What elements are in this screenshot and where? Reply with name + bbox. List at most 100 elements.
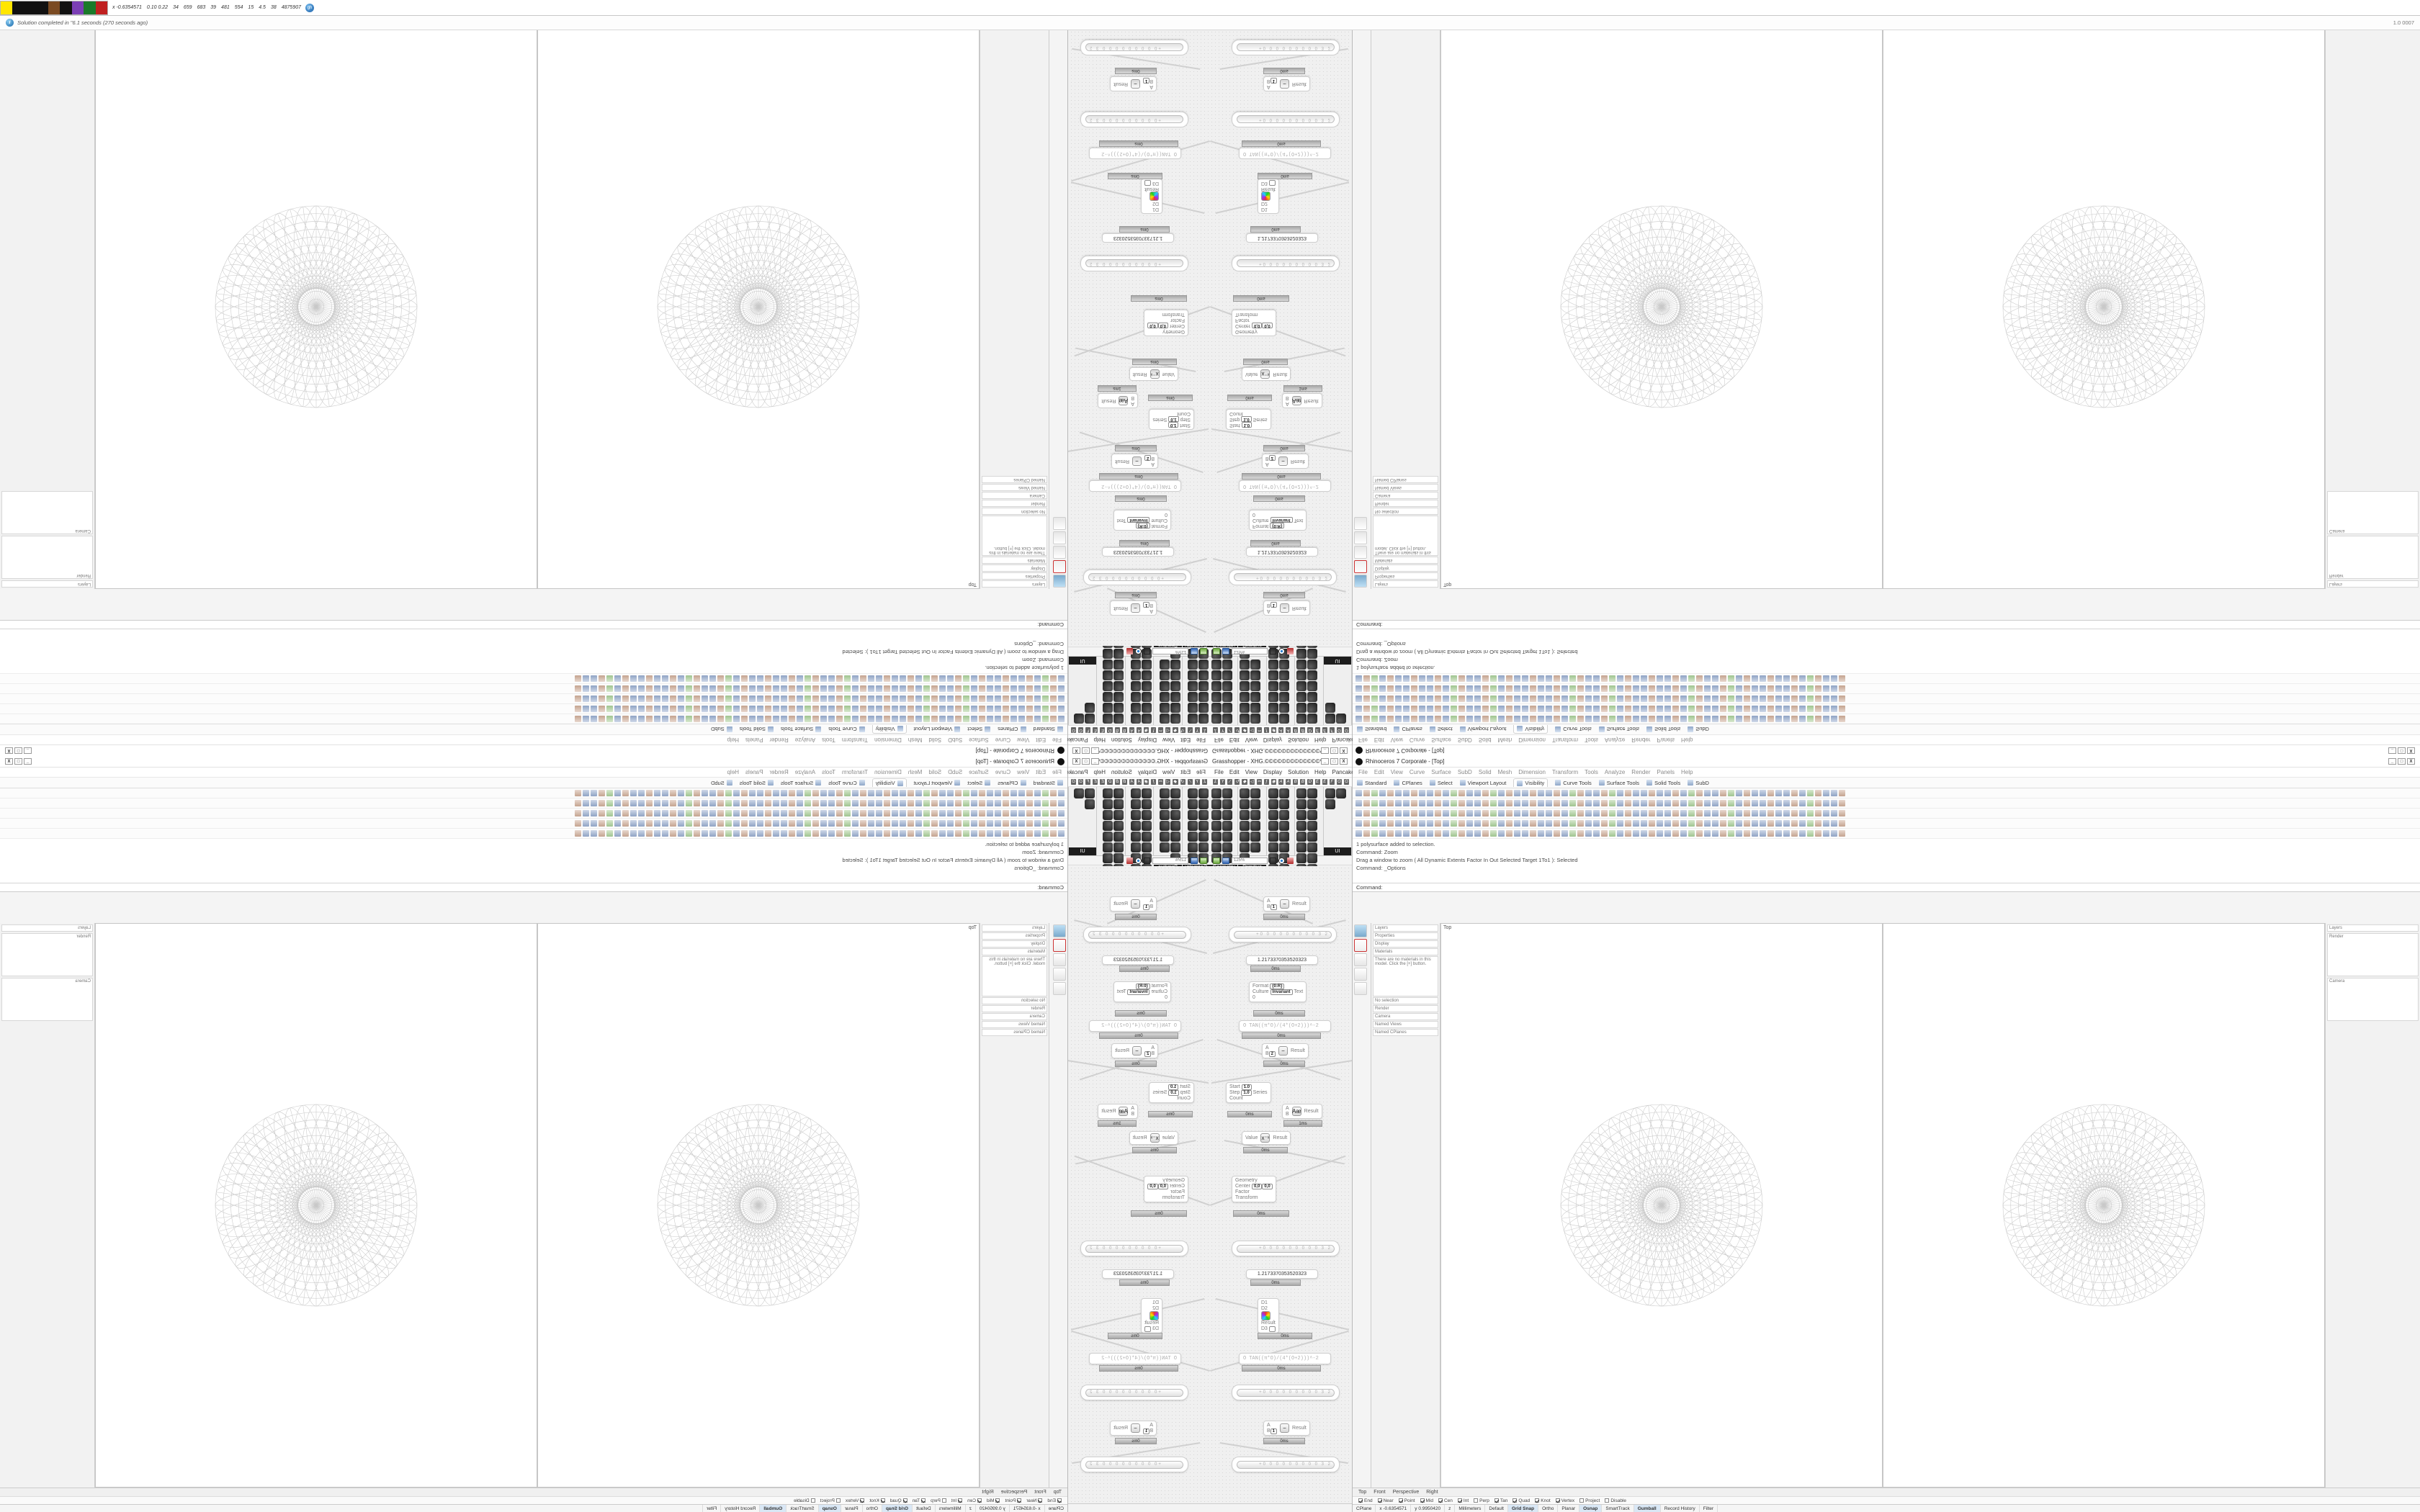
toolbar-icon[interactable]: [884, 810, 890, 816]
toolbar-icon[interactable]: [1427, 675, 1433, 682]
osnap-disable[interactable]: Disable: [794, 1498, 815, 1503]
toolbar-icon[interactable]: [892, 675, 898, 682]
save-icon[interactable]: [1222, 857, 1229, 864]
close-button[interactable]: X: [2407, 747, 2415, 754]
toolbar-icon[interactable]: [1363, 716, 1370, 722]
component-power[interactable]: A B Aᴂ Result: [1098, 393, 1138, 408]
minimize-button[interactable]: _: [2388, 747, 2396, 754]
toolbar-icon[interactable]: [1783, 685, 1790, 692]
toolbar-icon[interactable]: [1050, 830, 1057, 837]
number-slider[interactable]: +0 0 0 0 0 0 0 0 0 3 2: [1083, 570, 1191, 585]
toolbar-icon[interactable]: [1530, 790, 1536, 796]
toolbar-icon[interactable]: [1561, 685, 1568, 692]
toolbar-icon[interactable]: [773, 810, 779, 816]
toolbar-icon[interactable]: [1419, 810, 1425, 816]
b-value[interactable]: 2: [1268, 1051, 1276, 1057]
toolbar-icon[interactable]: [1050, 675, 1057, 682]
toolbar-icon[interactable]: [1530, 820, 1536, 827]
toolbar-icon[interactable]: [1569, 716, 1576, 722]
component-icon[interactable]: [1250, 832, 1261, 842]
component-icon[interactable]: [1102, 703, 1113, 713]
osnap-project[interactable]: Project: [1579, 1498, 1600, 1503]
component-icon[interactable]: [1296, 821, 1307, 831]
toolbar-icon[interactable]: [686, 685, 692, 692]
toolbar-icon[interactable]: [1688, 716, 1695, 722]
toolbar-icon[interactable]: [1379, 800, 1386, 806]
toolbar-icon[interactable]: [1042, 790, 1049, 796]
toolbar-icon[interactable]: [614, 790, 621, 796]
toolbar-icon[interactable]: [955, 685, 962, 692]
panel-section-properties[interactable]: Properties: [1373, 572, 1438, 580]
toolbar-icon[interactable]: [884, 685, 890, 692]
number-slider[interactable]: +0 0 0 0 0 0 0 0 0 3 2: [1229, 570, 1337, 585]
toolbar-icon[interactable]: [812, 810, 819, 816]
minimize-button[interactable]: _: [1321, 747, 1329, 754]
toolbar-icon[interactable]: [1554, 675, 1560, 682]
ribbon-icon[interactable]: F: [1329, 727, 1335, 733]
rhino-tab-solid-tools[interactable]: Solid Tools: [740, 726, 774, 733]
component-tab-label[interactable]: UI: [1068, 657, 1097, 665]
slider-track[interactable]: +0 0 0 0 0 0 0 0 0 3 2: [1237, 1460, 1335, 1469]
toolbar-icon[interactable]: [1744, 716, 1750, 722]
maximize-button[interactable]: □: [1082, 758, 1090, 765]
toolbar-icon[interactable]: [852, 820, 859, 827]
toolbar-icon[interactable]: [709, 830, 716, 837]
ribbon-icon[interactable]: ✂: [1158, 779, 1164, 785]
rhino-right-panels[interactable]: Layers Render Camera: [0, 923, 95, 1488]
toolbar-icon[interactable]: [709, 800, 716, 806]
toolbar-icon[interactable]: [1839, 706, 1845, 712]
component-subtraction-2[interactable]: A B2 − Result: [1111, 454, 1158, 469]
toolbar-icon[interactable]: [1427, 696, 1433, 702]
rh-menu-panels[interactable]: Panels: [745, 737, 763, 743]
rhino-toolbar-row-1[interactable]: [0, 788, 1067, 798]
toolbar-icon[interactable]: [1411, 685, 1417, 692]
toolbar-icon[interactable]: [1538, 706, 1544, 712]
toolbar-icon[interactable]: [1744, 810, 1750, 816]
toolbar-icon[interactable]: [1498, 810, 1505, 816]
step-value[interactable]: 1.0: [1168, 1090, 1179, 1096]
toolbar-icon[interactable]: [1003, 675, 1009, 682]
gh-menu-file[interactable]: File: [1214, 737, 1224, 743]
rhino-tab-viewport-layout[interactable]: Viewport Layout: [914, 726, 961, 733]
right-panel-layers[interactable]: Layers: [1, 924, 93, 932]
toolbar-icon[interactable]: [1419, 800, 1425, 806]
status-cell-y-0-9950420[interactable]: y 0.9950420: [1411, 1505, 1446, 1512]
rhino-tab-standard[interactable]: Standard: [1357, 780, 1386, 786]
frame-icon[interactable]: [1053, 939, 1066, 952]
toolbar-icon[interactable]: [1688, 675, 1695, 682]
toolbar-icon[interactable]: [1807, 790, 1814, 796]
toolbar-icon[interactable]: [1807, 675, 1814, 682]
component-icon[interactable]: [1335, 788, 1346, 798]
toolbar-icon[interactable]: [583, 685, 589, 692]
toolbar-icon[interactable]: [662, 800, 668, 806]
toolbar-icon[interactable]: [939, 675, 946, 682]
toolbar-icon[interactable]: [1649, 810, 1655, 816]
status-cell-grid-snap[interactable]: Grid Snap: [1508, 1505, 1539, 1512]
viewport-left-toolbar[interactable]: [1353, 923, 1371, 1488]
toolbar-icon[interactable]: [931, 830, 938, 837]
rhino-toolbar-row-2[interactable]: [0, 703, 1067, 714]
toolbar-icon[interactable]: [1569, 675, 1576, 682]
number-slider[interactable]: +0 0 0 0 0 0 0 0 0 3 2: [1083, 927, 1191, 942]
toolbar-icon[interactable]: [1010, 706, 1017, 712]
toolbar-icon[interactable]: [1355, 675, 1362, 682]
component-icon[interactable]: [1211, 692, 1222, 702]
toolbar-icon[interactable]: [1839, 675, 1845, 682]
component-icon[interactable]: [1211, 821, 1222, 831]
component-dims[interactable]: D1 D2 Result D3: [1140, 1298, 1162, 1333]
right-panel-camera[interactable]: Camera: [1, 491, 93, 534]
toolbar-icon[interactable]: [1791, 830, 1798, 837]
checkbox-icon[interactable]: [995, 1498, 1000, 1503]
osnap-near[interactable]: Near: [1377, 1498, 1394, 1503]
gh-menu-file[interactable]: File: [1196, 737, 1206, 743]
rhino-left-panels[interactable]: Layers Properties Display Materials Ther…: [1371, 24, 1440, 589]
toolbar-icon[interactable]: [1435, 675, 1441, 682]
toolbar-icon[interactable]: [836, 716, 843, 722]
toolbar-icon[interactable]: [900, 790, 906, 796]
toolbar-icon[interactable]: [1569, 810, 1576, 816]
rhino-tab-cplanes[interactable]: CPlanes: [998, 726, 1026, 733]
toolbar-icon[interactable]: [773, 706, 779, 712]
component-icon[interactable]: [1278, 681, 1289, 691]
component-icon[interactable]: [1307, 821, 1318, 831]
toolbar-icon[interactable]: [1403, 675, 1410, 682]
